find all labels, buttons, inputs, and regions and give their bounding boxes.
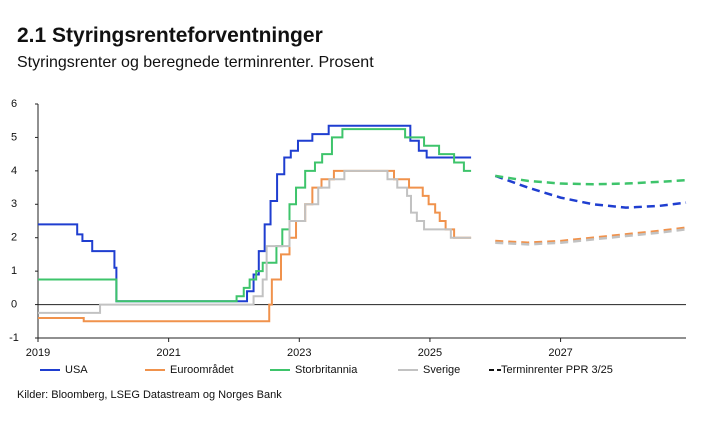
forward-rate-line <box>495 228 687 246</box>
legend-label: Euroområdet <box>170 364 234 376</box>
legend-label: Terminrenter PPR 3/25 <box>501 364 613 376</box>
forward-rate-line <box>495 174 687 186</box>
y-tick-label: 0 <box>11 298 17 310</box>
y-tick-label: 2 <box>11 232 17 244</box>
policy-rate-line <box>38 169 472 314</box>
x-tick-label: 2021 <box>156 347 180 359</box>
y-tick-label: -1 <box>9 332 19 344</box>
x-tick-label: 2025 <box>418 347 442 359</box>
legend-label: Storbritannia <box>295 364 358 376</box>
chart-subtitle: Styringsrenter og beregnede terminrenter… <box>17 54 374 71</box>
legend-label: USA <box>65 364 88 376</box>
x-tick-label: 2023 <box>287 347 311 359</box>
policy-rate-line <box>38 124 472 303</box>
chart-title: 2.1 Styringsrenteforventninger <box>17 24 323 47</box>
y-tick-label: 3 <box>11 198 17 210</box>
legend-label: Sverige <box>423 364 460 376</box>
y-tick-label: 5 <box>11 131 17 143</box>
x-tick-label: 2027 <box>548 347 572 359</box>
policy-rate-line <box>38 128 472 303</box>
x-tick-label: 2019 <box>26 347 50 359</box>
y-tick-label: 1 <box>11 265 17 277</box>
y-tick-label: 4 <box>11 165 17 177</box>
y-tick-label: 6 <box>11 98 17 110</box>
forward-rate-line <box>495 226 687 244</box>
source: Kilder: Bloomberg, LSEG Datastream og No… <box>17 389 282 401</box>
